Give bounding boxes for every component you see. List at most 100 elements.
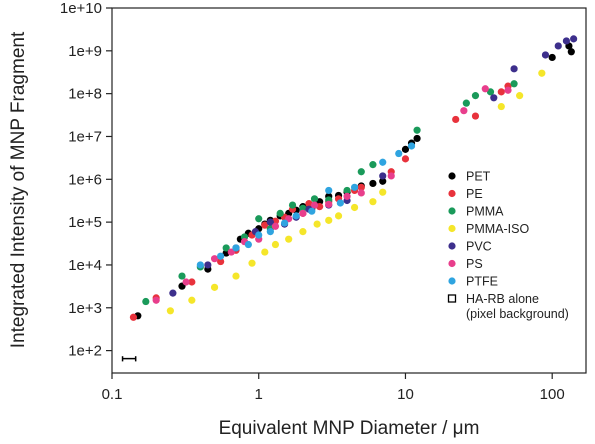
point-pmma: [222, 244, 230, 252]
point-pmma: [510, 80, 518, 88]
point-ps: [481, 85, 489, 93]
point-pmma: [288, 201, 297, 209]
point-ptfe: [395, 149, 403, 158]
point-pmma-iso: [538, 69, 546, 77]
point-pmma-iso: [285, 235, 293, 243]
point-pe: [129, 313, 138, 321]
point-pe: [357, 183, 365, 191]
x-tick-label: 10: [397, 386, 414, 403]
y-tick-label: 1e+4: [68, 257, 102, 274]
point-pmma: [255, 215, 263, 223]
point-ptfe: [196, 261, 204, 269]
point-ptfe: [232, 244, 240, 252]
point-pmma: [486, 88, 495, 96]
point-pe: [217, 257, 225, 266]
point-pet: [413, 134, 421, 143]
point-pmma: [276, 209, 284, 217]
point-ptfe: [292, 212, 300, 220]
point-pmma: [357, 168, 365, 176]
point-pvc: [266, 218, 274, 226]
legend-label-pvc: PVC: [466, 240, 492, 254]
y-axis-title: Integrated Intensity of MNP Fragment: [8, 31, 29, 348]
legend-marker-pmma-iso: [448, 224, 456, 233]
point-pmma-iso: [232, 272, 240, 280]
y-tick-label: 1e+5: [68, 214, 102, 231]
legend-label-pet: PET: [466, 170, 491, 184]
point-ps: [152, 296, 160, 304]
point-ptfe: [308, 207, 316, 215]
point-pmma-iso: [313, 220, 321, 228]
point-pvc: [554, 42, 562, 50]
point-pmma: [369, 161, 377, 169]
y-tick-label: 1e+10: [60, 0, 102, 17]
point-pmma-iso: [261, 248, 269, 256]
point-ps: [271, 222, 280, 230]
point-pmma: [310, 195, 319, 203]
point-ps: [504, 86, 512, 94]
point-pmma: [413, 126, 421, 134]
point-pvc: [490, 94, 498, 102]
point-pmma-iso: [188, 296, 196, 304]
y-tick-label: 1e+8: [68, 86, 102, 103]
point-ps: [357, 189, 365, 197]
point-pmma-iso: [497, 102, 505, 111]
plot-area-frame: [111, 7, 587, 374]
point-ptfe: [379, 158, 387, 166]
point-pvc: [510, 65, 518, 73]
point-pvc: [169, 289, 177, 297]
point-pmma: [142, 297, 150, 306]
point-pvc: [204, 261, 212, 269]
legend-marker-pvc: [448, 242, 456, 250]
point-pvc: [562, 37, 571, 45]
point-ptfe: [407, 142, 416, 150]
point-ptfe: [280, 219, 289, 227]
point-pmma: [462, 99, 470, 107]
point-pvc: [570, 35, 578, 43]
y-tick-label: 1e+2: [68, 343, 102, 360]
point-pmma-iso: [325, 216, 333, 224]
point-pe: [261, 221, 269, 229]
y-tick-label: 1e+7: [68, 128, 102, 145]
point-pe: [471, 112, 480, 120]
point-pvc: [379, 172, 387, 180]
point-pmma-iso: [334, 212, 343, 220]
y-tick-label: 1e+3: [68, 300, 102, 317]
background-errorbar-layer: [121, 356, 137, 362]
x-tick-label: 1: [255, 386, 263, 403]
legend-label-pmma-iso: PMMA-ISO: [466, 222, 529, 236]
point-ptfe: [217, 252, 225, 260]
point-pmma-iso: [166, 307, 174, 315]
point-ps: [210, 255, 219, 263]
axis-ticks-layer: 0.1 1 10 100 1e+2 1e+3 1e+4 1e+5 1e+6 1e+7 1e+8 1e+…: [60, 0, 565, 403]
point-pmma-iso: [210, 283, 219, 291]
legend-label-ptfe: PTFE: [466, 275, 498, 289]
legend-label-ha-rb-alone-line2: (pixel background): [466, 307, 569, 321]
point-pet: [369, 179, 377, 188]
point-ptfe: [244, 240, 252, 249]
point-pet: [567, 48, 575, 56]
point-ptfe: [266, 228, 274, 236]
point-ptfe: [336, 199, 344, 207]
y-tick-label: 1e+6: [68, 171, 102, 188]
point-ps: [325, 200, 333, 208]
legend-marker-ha-rb-alone: [447, 294, 457, 303]
point-pe: [497, 88, 505, 96]
legend-marker-pe: [448, 189, 456, 198]
legend: PET PE PMMA PMMA-ISO PVC PS PTFE HA-RB alone(pi…: [447, 170, 569, 321]
point-pe: [305, 200, 313, 208]
legend-marker-ps: [448, 259, 456, 268]
point-pmma-iso: [350, 203, 359, 212]
x-tick-label: 0.1: [102, 386, 123, 403]
point-ptfe: [255, 231, 263, 239]
data-points-layer: [129, 35, 578, 321]
point-ps: [299, 209, 307, 217]
point-pmma-iso: [248, 259, 256, 267]
point-pmma-iso: [516, 92, 524, 100]
point-pe: [401, 155, 410, 163]
point-ps: [387, 172, 395, 180]
legend-label-ha-rb-alone: HA-RB alone: [466, 292, 539, 306]
point-pmma-iso: [271, 240, 280, 249]
point-pmma-iso: [369, 198, 377, 206]
point-ptfe: [325, 186, 333, 195]
